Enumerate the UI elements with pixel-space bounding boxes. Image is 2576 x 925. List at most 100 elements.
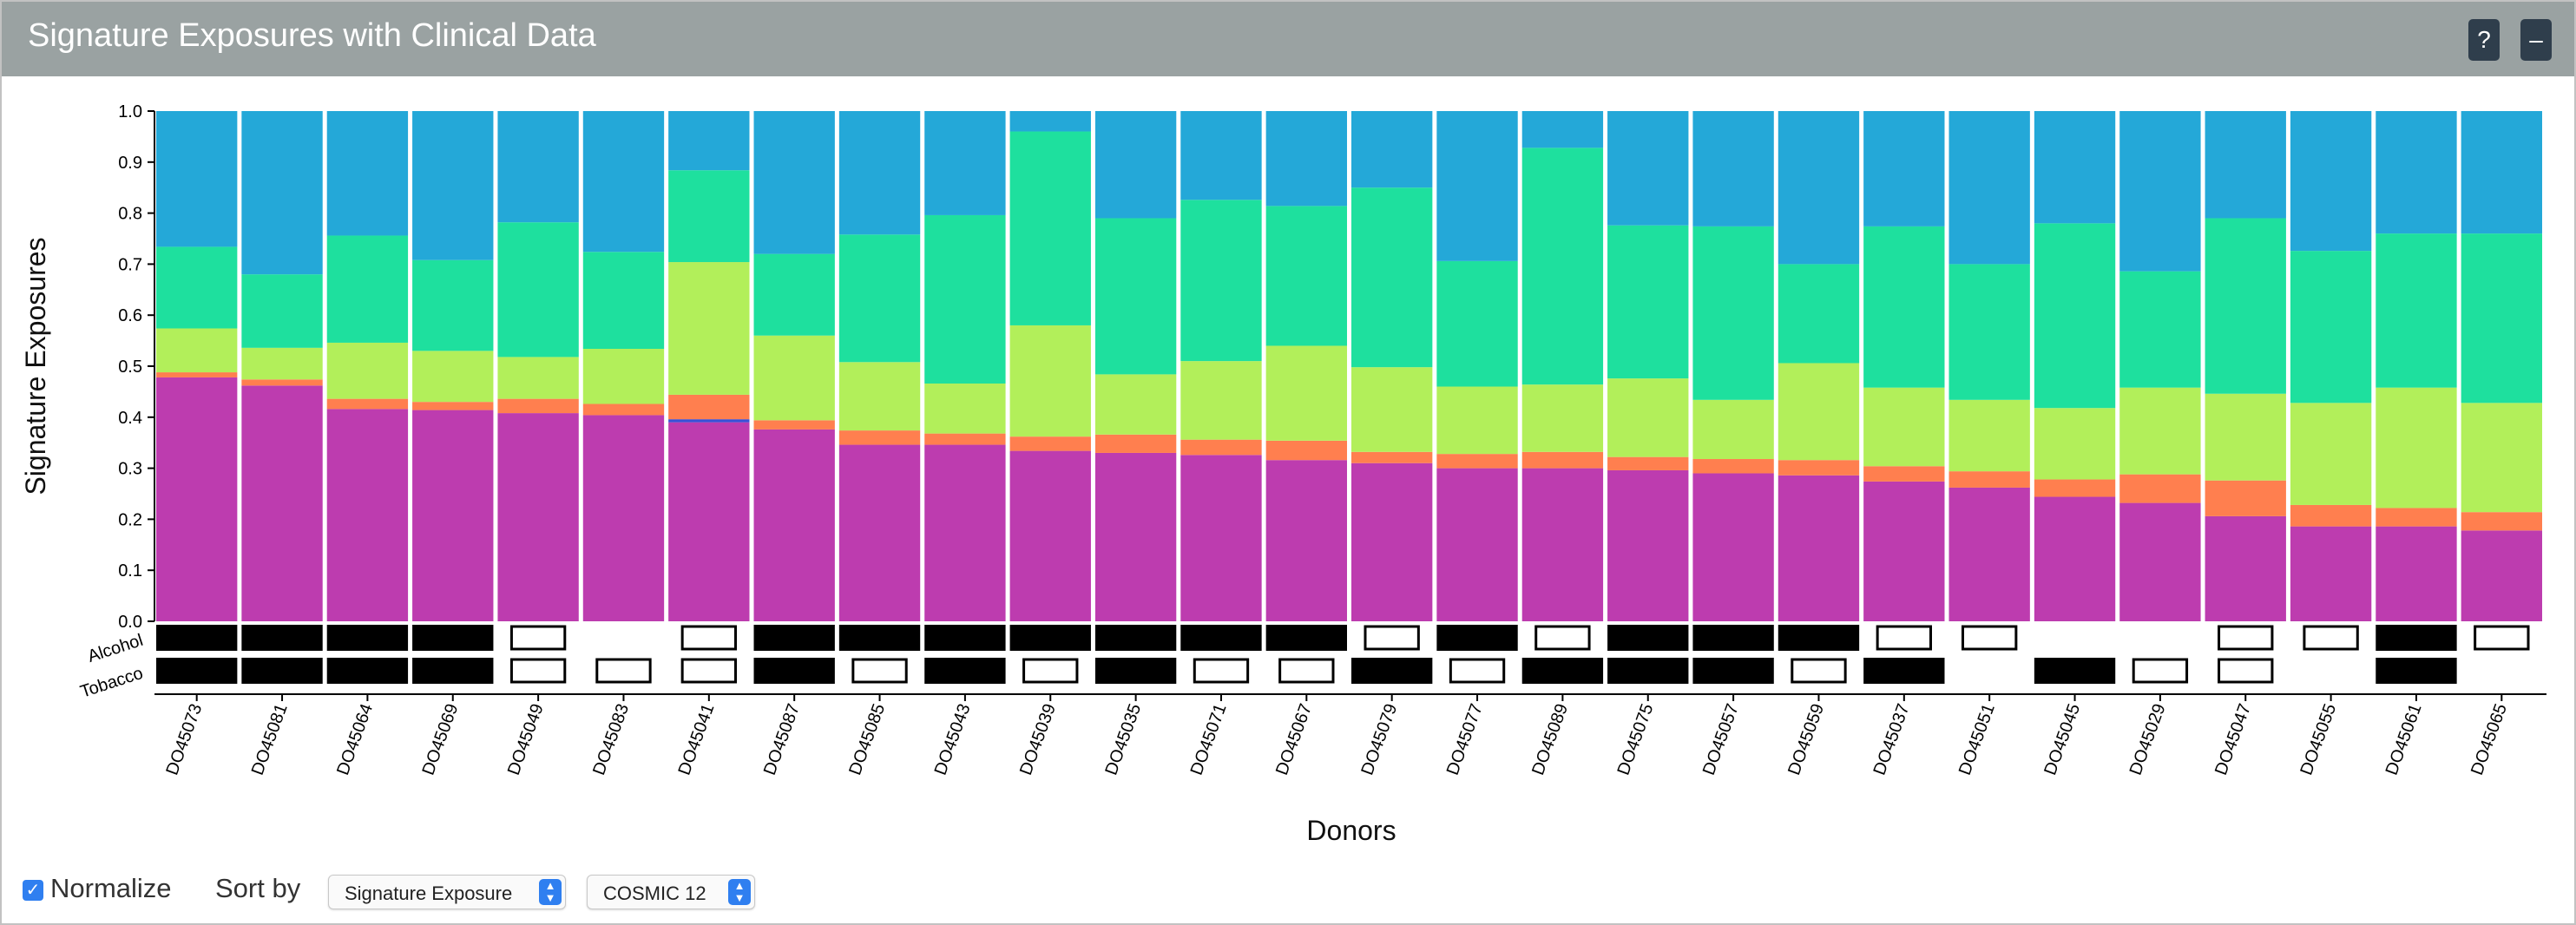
clinical-cell-no (680, 658, 738, 684)
bar-segment (2205, 111, 2286, 219)
x-tick-label: DO45075 (1613, 701, 1657, 777)
clinical-cell-yes (2034, 658, 2116, 684)
bar-segment (1265, 345, 1347, 441)
clinical-cell-no (680, 625, 738, 651)
bar-segment (668, 262, 750, 395)
bar-segment (1351, 111, 1433, 188)
bar-segment (838, 234, 921, 363)
x-tick-label: DO45047 (2211, 701, 2255, 777)
y-tick-label: 0.4 (118, 409, 142, 428)
clinical-cell-yes (156, 658, 238, 684)
bar-segment (1180, 361, 1262, 440)
bar-segment (1094, 111, 1177, 219)
chart-controls: ✓ Normalize Sort by Signature Exposure ▲… (19, 871, 1061, 909)
panel-title: Signature Exposures with Clinical Data (28, 17, 596, 54)
bar-segment (1863, 466, 1945, 482)
help-button[interactable]: ? (2468, 19, 2500, 61)
bar-segment (924, 214, 1006, 384)
bar-segment (582, 252, 665, 350)
clinical-cell-no (1278, 658, 1335, 684)
x-tick-label: DO45081 (248, 701, 292, 777)
bar-segment (1351, 462, 1433, 621)
bar-segment (1778, 111, 1860, 265)
clinical-cell-yes (1351, 658, 1433, 684)
bar-segment (668, 170, 750, 263)
clinical-cell-yes (1009, 625, 1091, 651)
bar-segment (412, 402, 494, 410)
bar-segment (2119, 271, 2201, 388)
clinical-cell-yes (924, 625, 1006, 651)
bar-segment (753, 253, 835, 336)
x-tick-label: DO45083 (589, 701, 633, 777)
bar-segment (1094, 434, 1177, 453)
bar-segment (1436, 454, 1518, 469)
bar-segment (1436, 111, 1518, 261)
bar-segment (1692, 399, 1774, 460)
x-tick-label: DO45041 (675, 701, 719, 777)
sort-by-value: Signature Exposure (345, 882, 513, 904)
signature-select[interactable]: COSMIC 12 ▲ ▼ (587, 875, 755, 909)
bar-segment (241, 111, 323, 275)
bar-segment (497, 413, 579, 621)
bar-segment (1692, 473, 1774, 621)
bar-segment (156, 246, 238, 329)
bar-segment (838, 430, 921, 445)
normalize-checkbox[interactable]: ✓ (23, 880, 43, 901)
panel-header: Signature Exposures with Clinical Data ?… (2, 2, 2574, 76)
x-tick-label: DO45049 (504, 701, 548, 777)
bar-segment (753, 111, 835, 254)
bar-segment (1180, 455, 1262, 621)
bar-segment (924, 383, 1006, 434)
bar-segment (1351, 451, 1433, 463)
clinical-cell-yes (1778, 625, 1860, 651)
bar-segment (1009, 131, 1091, 325)
bar-segment (2461, 530, 2542, 621)
bar-segment (1521, 384, 1604, 452)
clinical-cell-yes (1863, 658, 1945, 684)
clinical-cell-yes (1265, 625, 1347, 651)
sort-by-select[interactable]: Signature Exposure ▲ ▼ (328, 875, 566, 909)
clinical-cell-yes (326, 658, 409, 684)
bar-segment (668, 419, 750, 423)
x-axis-title: Donors (1306, 815, 1396, 846)
clinical-cell-yes (2376, 658, 2457, 684)
bar-segment (241, 274, 323, 348)
bar-segment (838, 444, 921, 621)
clinical-track-label: Alcohol (85, 631, 145, 666)
bar-segment (2290, 251, 2372, 403)
bar-segment (2034, 111, 2116, 224)
bar-segment (1094, 218, 1177, 375)
bar-segment (156, 377, 238, 621)
bar-segment (2205, 515, 2286, 621)
clinical-cell-yes (1521, 658, 1604, 684)
x-tick-label: DO45035 (1101, 701, 1145, 777)
clinical-cell-yes (1094, 658, 1177, 684)
x-tick-label: DO45059 (1784, 701, 1828, 777)
bar-segment (412, 351, 494, 403)
select-arrows-icon: ▲ ▼ (539, 879, 562, 905)
bar-segment (753, 429, 835, 621)
bar-segment (1948, 487, 2030, 621)
bar-segment (1265, 460, 1347, 621)
clinical-cell-yes (1607, 658, 1689, 684)
bar-segment (497, 111, 579, 223)
minimize-button[interactable]: – (2520, 19, 2552, 61)
clinical-cell-no (2303, 625, 2359, 651)
bar-segment (2034, 408, 2116, 480)
bar-segment (1607, 378, 1689, 457)
clinical-cell-no (851, 658, 908, 684)
bar-segment (1265, 111, 1347, 207)
bar-segment (1521, 468, 1604, 621)
bar-segment (1778, 460, 1860, 476)
clinical-cell-no (2218, 658, 2274, 684)
bar-segment (1351, 187, 1433, 368)
bar-segment (241, 379, 323, 386)
bar-segment (2205, 218, 2286, 394)
bar-segment (924, 444, 1006, 621)
clinical-cell-yes (1094, 625, 1177, 651)
clinical-cell-no (509, 625, 567, 651)
bar-segment (2119, 387, 2201, 475)
bar-segment (2119, 502, 2201, 621)
x-tick-label: DO45029 (2126, 701, 2170, 777)
bar-segment (1607, 225, 1689, 379)
